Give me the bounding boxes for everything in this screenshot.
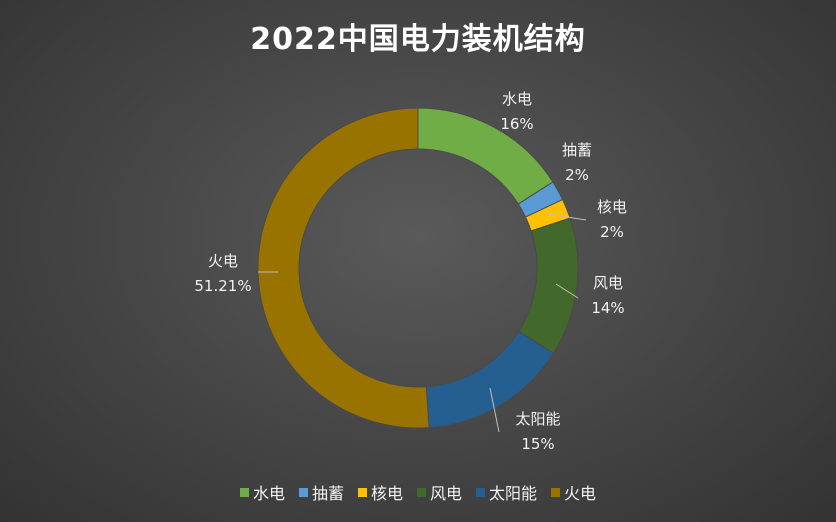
slice-风电 — [518, 217, 579, 354]
slice-name-label: 抽蓄 — [562, 141, 592, 159]
legend-swatch — [476, 487, 486, 497]
legend-item: 火电 — [551, 480, 596, 504]
legend-swatch — [357, 487, 367, 497]
leader-line-核电 — [547, 213, 587, 221]
slice-name-label: 核电 — [597, 198, 627, 216]
legend-label: 风电 — [430, 484, 463, 503]
leader-line-太阳能 — [489, 387, 500, 433]
legend-label: 抽蓄 — [311, 484, 344, 503]
slice-value-label: 51.21% — [194, 277, 251, 295]
slice-value-label: 16% — [500, 115, 533, 133]
legend-item: 太阳能 — [476, 480, 537, 504]
legend-item: 水电 — [239, 480, 285, 504]
slice-value-label: 2% — [565, 166, 589, 184]
leader-line-风电 — [555, 283, 579, 299]
chart-title: 2022中国电力装机结构 — [250, 22, 586, 57]
slice-value-label: 14% — [591, 299, 624, 317]
legend-item: 核电 — [357, 480, 403, 504]
legend-swatch — [551, 487, 561, 497]
legend-swatch — [417, 487, 426, 497]
legend-label: 水电 — [252, 484, 285, 503]
slice-name-label: 水电 — [502, 90, 532, 108]
legend-label: 太阳能 — [489, 484, 538, 503]
legend-item: 抽蓄 — [298, 480, 344, 504]
slice-name-label: 火电 — [208, 252, 238, 270]
legend-swatch — [239, 487, 249, 497]
legend-label: 核电 — [370, 484, 403, 503]
legend-label: 火电 — [564, 484, 597, 503]
slice-value-label: 2% — [600, 223, 624, 241]
slice-火电 — [257, 107, 430, 429]
slice-name-label: 太阳能 — [515, 410, 560, 428]
legend-item: 风电 — [417, 480, 462, 504]
legend-swatch — [298, 487, 308, 497]
slice-value-label: 15% — [521, 435, 554, 453]
legend: 水电 抽蓄 核电 风电 太阳能 火电 — [0, 480, 836, 504]
slice-name-label: 风电 — [593, 274, 623, 292]
